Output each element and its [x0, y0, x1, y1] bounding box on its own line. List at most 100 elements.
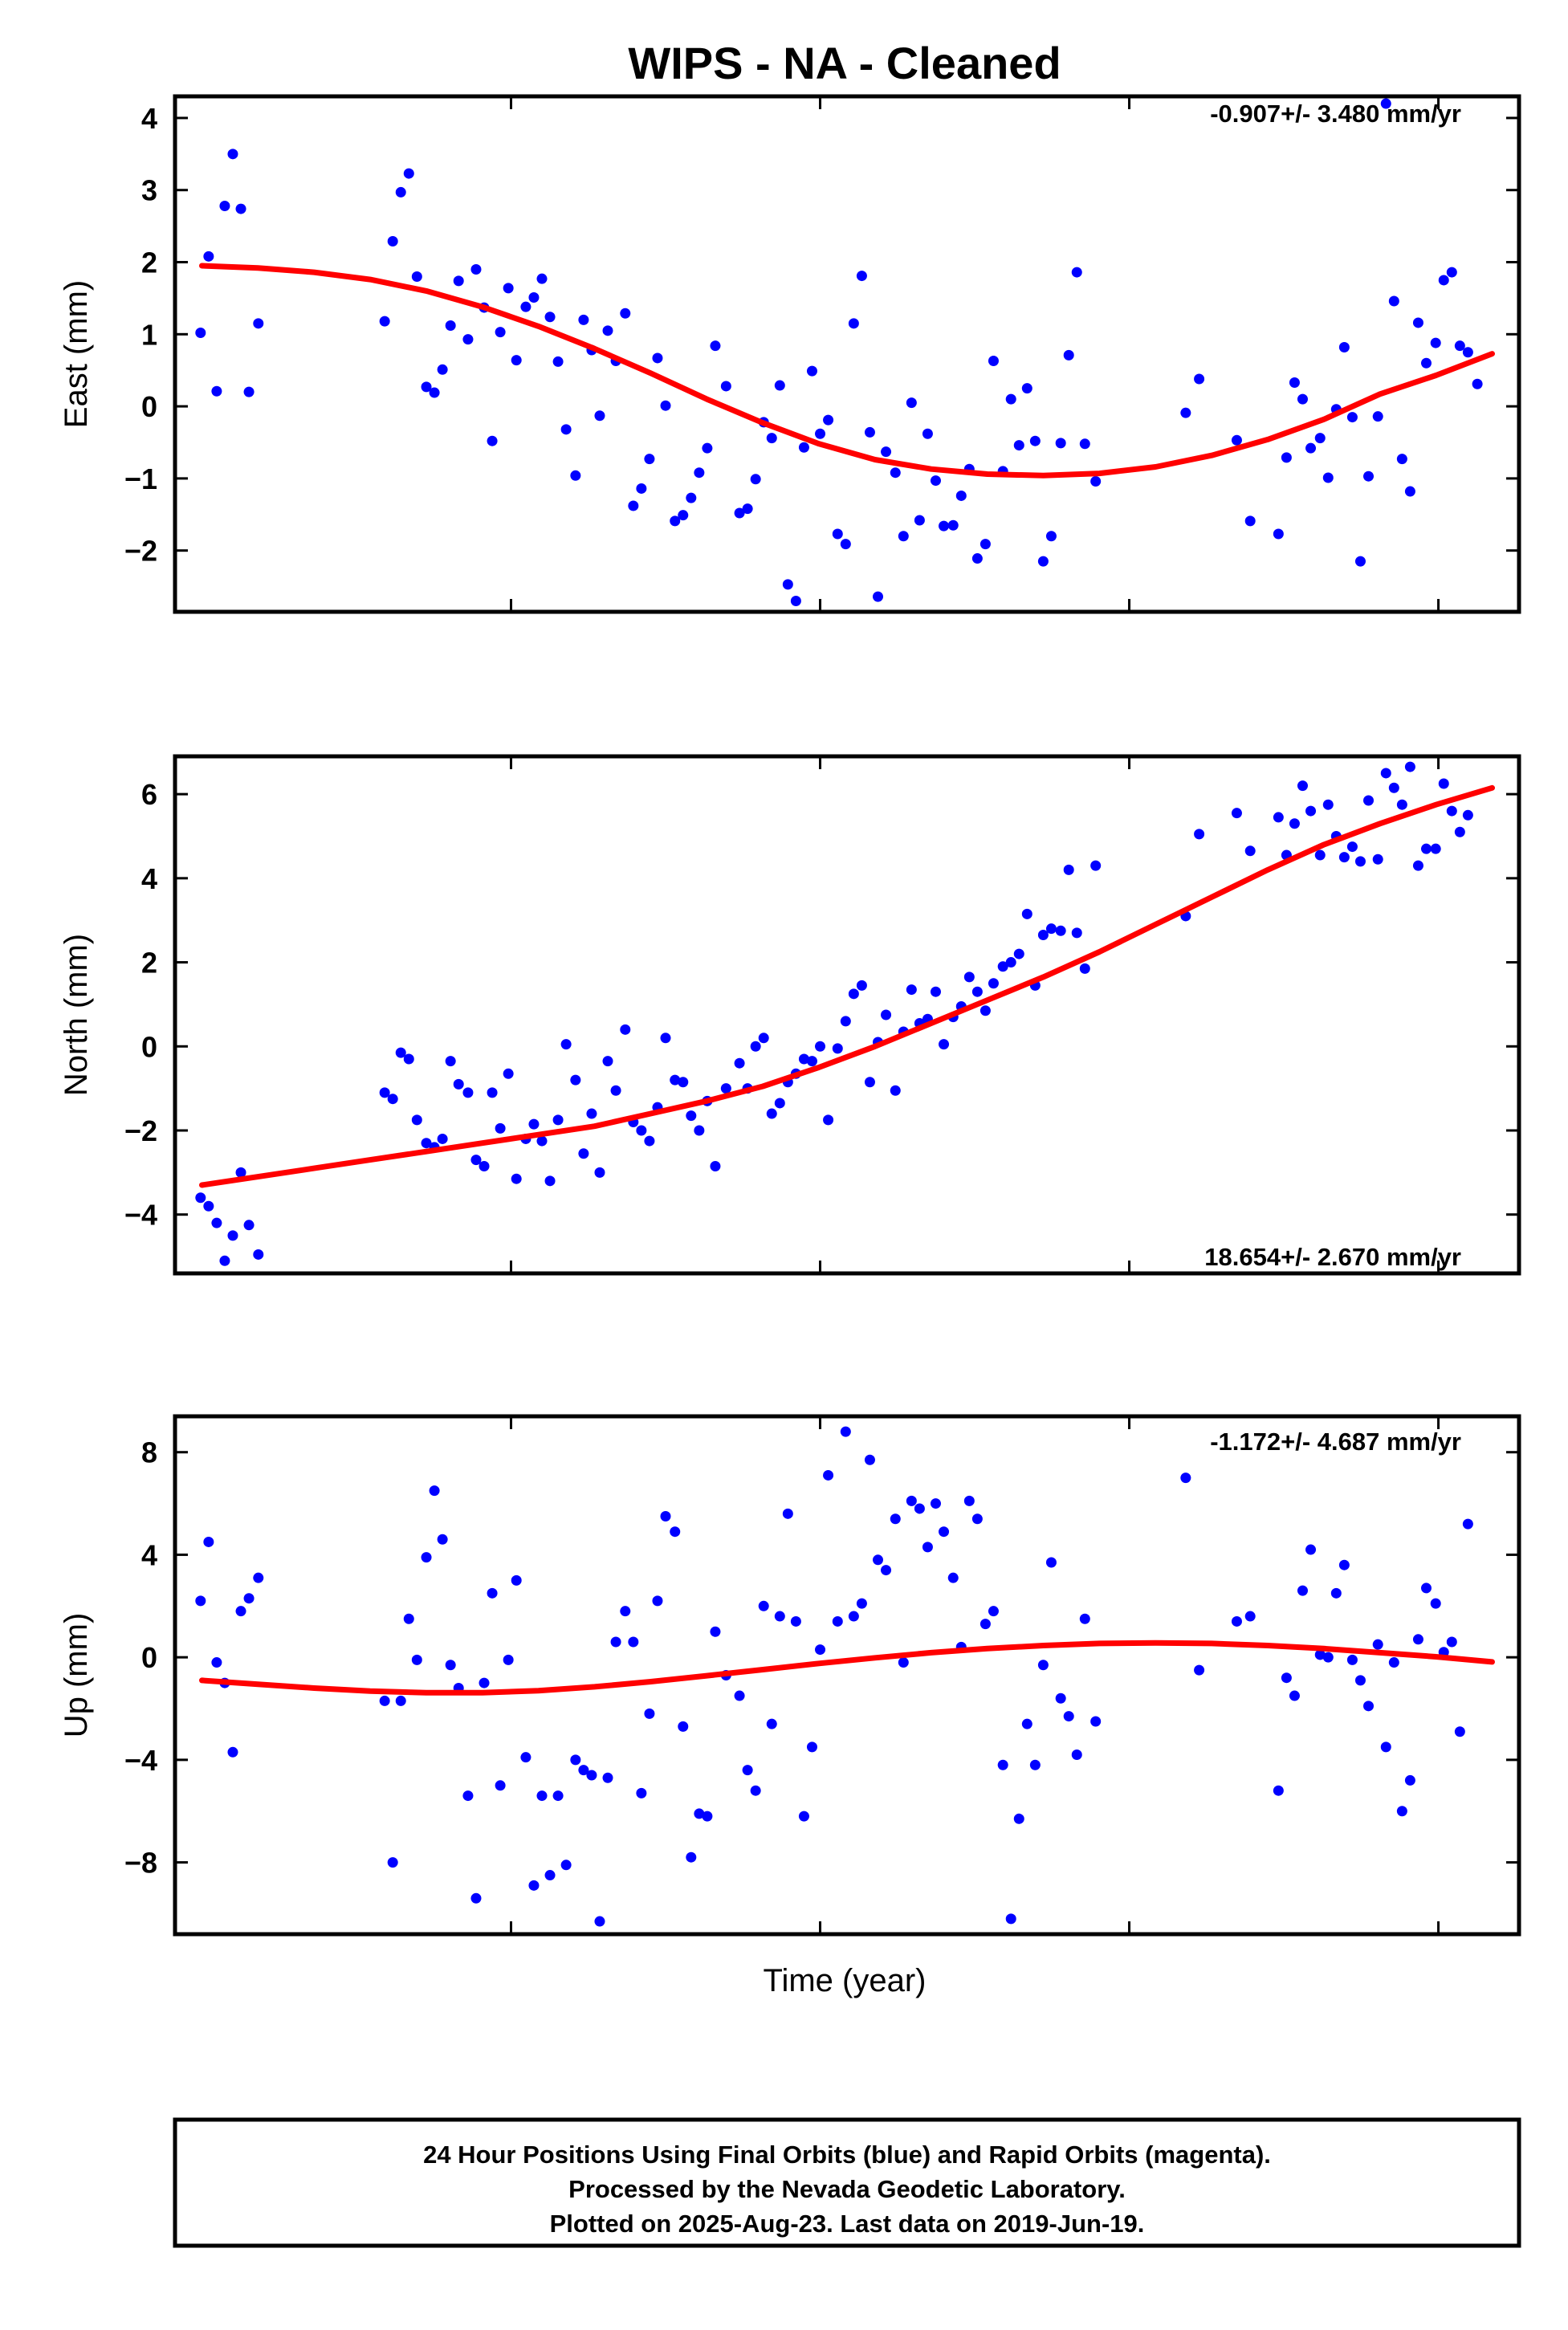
east-data-point	[1055, 438, 1066, 449]
up-data-point	[914, 1503, 925, 1514]
north-data-point	[1354, 856, 1366, 867]
north-data-point	[1055, 925, 1066, 936]
up-data-point	[947, 1572, 959, 1583]
north-data-point	[1305, 805, 1317, 817]
east-data-point	[710, 340, 721, 352]
up-ytick-label: −8	[124, 1847, 157, 1880]
north-data-point	[511, 1173, 522, 1184]
north-data-point	[495, 1122, 506, 1134]
up-ytick-label: −4	[124, 1744, 157, 1777]
north-data-point	[774, 1098, 785, 1109]
east-data-point	[906, 397, 917, 409]
up-data-point	[1430, 1598, 1441, 1609]
north-data-point	[445, 1056, 456, 1067]
up-data-point	[922, 1542, 933, 1553]
up-data-point	[195, 1595, 206, 1607]
east-data-point	[1305, 442, 1317, 454]
north-y-axis-label: North (mm)	[59, 934, 94, 1096]
up-data-point	[1194, 1664, 1205, 1676]
up-data-point	[387, 1857, 398, 1868]
east-data-point	[1005, 393, 1016, 405]
east-data-point	[594, 410, 605, 422]
north-data-point	[1420, 843, 1432, 854]
up-data-point	[906, 1495, 917, 1506]
east-data-point	[914, 515, 925, 526]
up-data-point	[1346, 1654, 1358, 1665]
east-data-point	[1090, 475, 1102, 487]
east-data-point	[219, 200, 230, 211]
east-rate-label: -0.907+/- 3.480 mm/yr	[1210, 100, 1461, 128]
up-data-point	[750, 1785, 761, 1796]
east-data-point	[1244, 515, 1256, 527]
north-data-point	[734, 1057, 745, 1069]
north-data-point	[1194, 829, 1205, 840]
up-frame	[173, 1414, 1521, 1937]
east-data-point	[678, 510, 689, 521]
north-frame	[173, 754, 1521, 1276]
east-data-point	[660, 400, 671, 411]
north-data-point	[1372, 853, 1383, 865]
up-data-point	[243, 1593, 255, 1604]
panel-north: 6 4 2 0 −2 −4 18.654+/- 2.670 mm/yr North (mm)	[59, 754, 1521, 1276]
east-data-point	[1029, 435, 1041, 446]
east-data-point	[823, 414, 834, 426]
east-data-point	[1037, 556, 1049, 567]
north-data-point	[939, 1039, 950, 1050]
north-data-point	[864, 1077, 875, 1088]
up-data-point	[1037, 1660, 1049, 1671]
up-data-point	[570, 1754, 581, 1766]
east-data-point	[848, 318, 859, 329]
up-data-point	[686, 1851, 697, 1863]
up-data-point	[586, 1770, 597, 1781]
east-data-point	[864, 426, 875, 438]
up-data-point	[702, 1811, 713, 1822]
north-data-point	[1244, 845, 1256, 857]
north-data-point	[195, 1192, 206, 1204]
north-data-point	[570, 1074, 581, 1086]
north-data-point	[1396, 799, 1407, 810]
up-data-point	[1297, 1585, 1308, 1596]
east-data-point	[856, 271, 867, 282]
north-data-point	[881, 1009, 892, 1020]
north-data-point	[1297, 780, 1308, 792]
north-data-point	[586, 1108, 597, 1119]
east-ytick-label: 1	[141, 318, 157, 351]
east-data-point	[503, 283, 514, 294]
east-data-point	[544, 312, 556, 323]
east-data-point	[528, 292, 540, 303]
east-data-point	[815, 428, 826, 439]
east-data-point	[235, 203, 246, 214]
north-data-point	[1430, 843, 1441, 854]
north-data-point	[219, 1255, 230, 1266]
up-data-point	[211, 1657, 222, 1668]
east-data-point	[1045, 531, 1057, 542]
north-data-point	[971, 986, 983, 997]
up-data-point	[832, 1615, 843, 1627]
up-data-point	[939, 1526, 950, 1538]
north-data-point	[660, 1033, 671, 1044]
east-data-point	[1314, 433, 1326, 444]
panel-east: 4 3 2 1 0 −1 −2 -0.907+/- 3.480 mm/yr East (mm)	[59, 94, 1521, 614]
up-data-point	[462, 1790, 474, 1802]
east-data-point	[437, 364, 448, 375]
north-data-point	[766, 1108, 777, 1119]
east-data-point	[890, 467, 901, 479]
north-data-point	[1380, 768, 1391, 779]
up-data-point	[1281, 1672, 1292, 1684]
north-data-point	[528, 1118, 540, 1130]
east-data-point	[445, 320, 456, 332]
north-data-point	[437, 1133, 448, 1144]
up-data-point	[652, 1595, 663, 1607]
north-data-point	[1346, 841, 1358, 853]
up-data-point	[421, 1552, 432, 1563]
up-data-point	[1338, 1559, 1350, 1570]
north-data-point	[710, 1160, 721, 1171]
north-data-point	[578, 1148, 589, 1159]
east-data-point	[686, 492, 697, 503]
up-data-point	[1388, 1657, 1399, 1668]
up-data-point	[1305, 1544, 1317, 1555]
east-data-point	[782, 579, 793, 590]
north-data-point	[806, 1056, 817, 1067]
up-data-point	[1021, 1718, 1032, 1729]
up-data-point	[578, 1765, 589, 1776]
